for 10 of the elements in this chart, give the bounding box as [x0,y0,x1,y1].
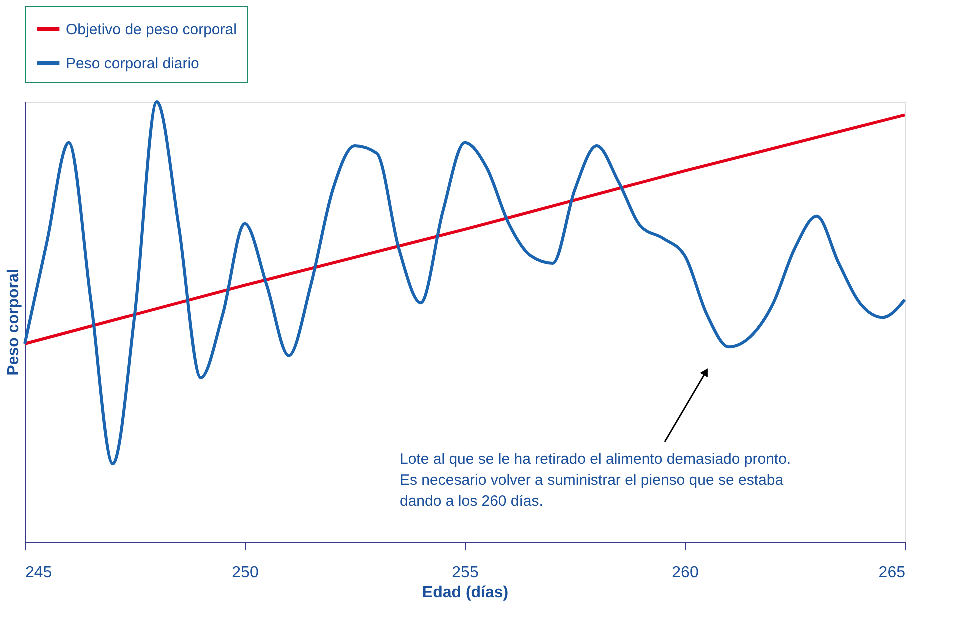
y-axis-title: Peso corporal [6,269,22,376]
x-tick-label: 250 [232,564,259,582]
legend-label: Objetivo de peso corporal [66,22,237,38]
x-tick-label: 265 [878,564,906,582]
legend-label: Peso corporal diario [66,56,200,72]
x-tick-label: 255 [452,564,479,582]
annotation: Lote al que se le ha retirado el alimento demasiado pronto. Es necesario volver a suministrar el pienso que se estaba dando a los 260 días. [400,451,792,510]
x-axis-title: Edad (días) [422,584,509,602]
x-tick-label: 245 [26,564,52,582]
x-tick-label: 260 [672,564,699,582]
